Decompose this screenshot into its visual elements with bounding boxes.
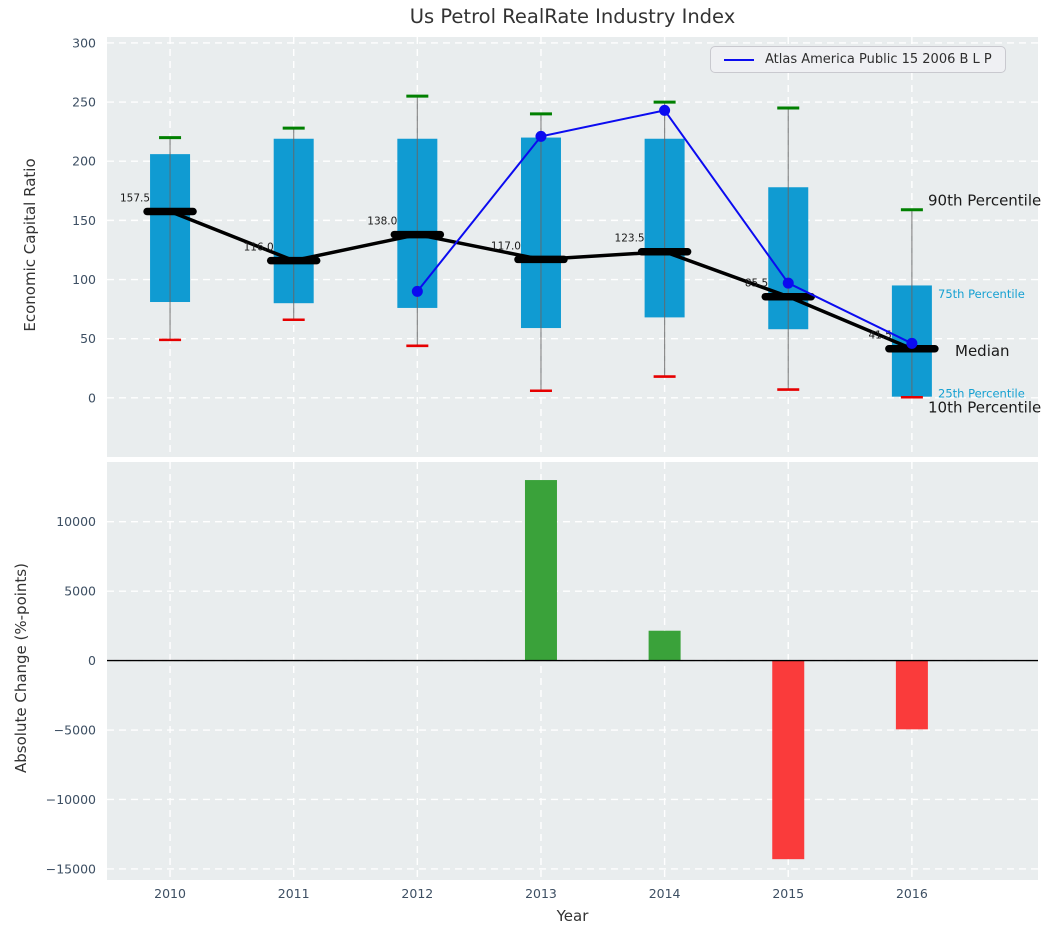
legend-label: Atlas America Public 15 2006 B L P xyxy=(765,52,992,67)
xtick-label-2016: 2016 xyxy=(896,886,928,901)
bottom-ytick-label--5000: −5000 xyxy=(54,723,96,738)
top-ytick-label-250: 250 xyxy=(72,95,96,110)
right-label-10th-percentile: 10th Percentile xyxy=(928,399,1041,417)
overlay-point-2016 xyxy=(906,337,918,349)
xtick-label-2010: 2010 xyxy=(154,886,186,901)
bottom-ytick-label-0: 0 xyxy=(88,653,96,668)
xtick-label-2013: 2013 xyxy=(525,886,557,901)
top-ytick-label-150: 150 xyxy=(72,213,96,228)
change-bar-2013 xyxy=(524,480,557,661)
top-ytick-label-0: 0 xyxy=(88,390,96,405)
bottom-ytick-label--15000: −15000 xyxy=(46,861,96,876)
change-bar-2016 xyxy=(895,660,928,730)
top-ytick-label-200: 200 xyxy=(72,154,96,169)
legend-line-icon xyxy=(724,58,754,61)
bottom-ytick-label-5000: 5000 xyxy=(64,584,96,599)
top-ytick-label-100: 100 xyxy=(72,272,96,287)
xtick-label-2012: 2012 xyxy=(401,886,433,901)
x-axis-label: Year xyxy=(556,907,589,925)
right-label-25th-percentile: 25th Percentile xyxy=(938,386,1025,400)
overlay-point-2015 xyxy=(782,277,794,289)
legend: Atlas America Public 15 2006 B L P xyxy=(710,46,1006,73)
overlay-point-2014 xyxy=(659,104,671,116)
top-y-axis-label: Economic Capital Ratio xyxy=(21,158,39,332)
median-annotation-2015: 85.5 xyxy=(745,278,768,290)
median-annotation-2012: 138.0 xyxy=(367,216,397,228)
top-ytick-label-300: 300 xyxy=(72,35,96,50)
right-label-75th-percentile: 75th Percentile xyxy=(938,287,1025,301)
median-annotation-2013: 117.0 xyxy=(491,240,521,252)
change-bar-2015 xyxy=(772,660,805,860)
xtick-label-2011: 2011 xyxy=(278,886,310,901)
xtick-label-2015: 2015 xyxy=(772,886,804,901)
median-annotation-2010: 157.5 xyxy=(120,193,150,205)
median-annotation-2014: 123.5 xyxy=(615,233,645,245)
overlay-point-2013 xyxy=(535,130,547,142)
bottom-ytick-label--10000: −10000 xyxy=(46,792,96,807)
chart-title: Us Petrol RealRate Industry Index xyxy=(409,5,736,28)
overlay-point-2012 xyxy=(411,285,423,297)
change-bar-2014 xyxy=(648,630,681,661)
bottom-y-axis-label: Absolute Change (%-points) xyxy=(12,563,30,773)
median-annotation-2011: 116.0 xyxy=(244,242,274,254)
median-annotation-2016: 41.5 xyxy=(868,330,891,342)
bottom-axes-background xyxy=(107,462,1038,880)
bottom-ytick-label-10000: 10000 xyxy=(56,514,96,529)
right-label-median: Median xyxy=(955,342,1010,360)
right-label-90th-percentile: 90th Percentile xyxy=(928,192,1041,210)
top-ytick-label-50: 50 xyxy=(80,331,96,346)
xtick-label-2014: 2014 xyxy=(649,886,681,901)
